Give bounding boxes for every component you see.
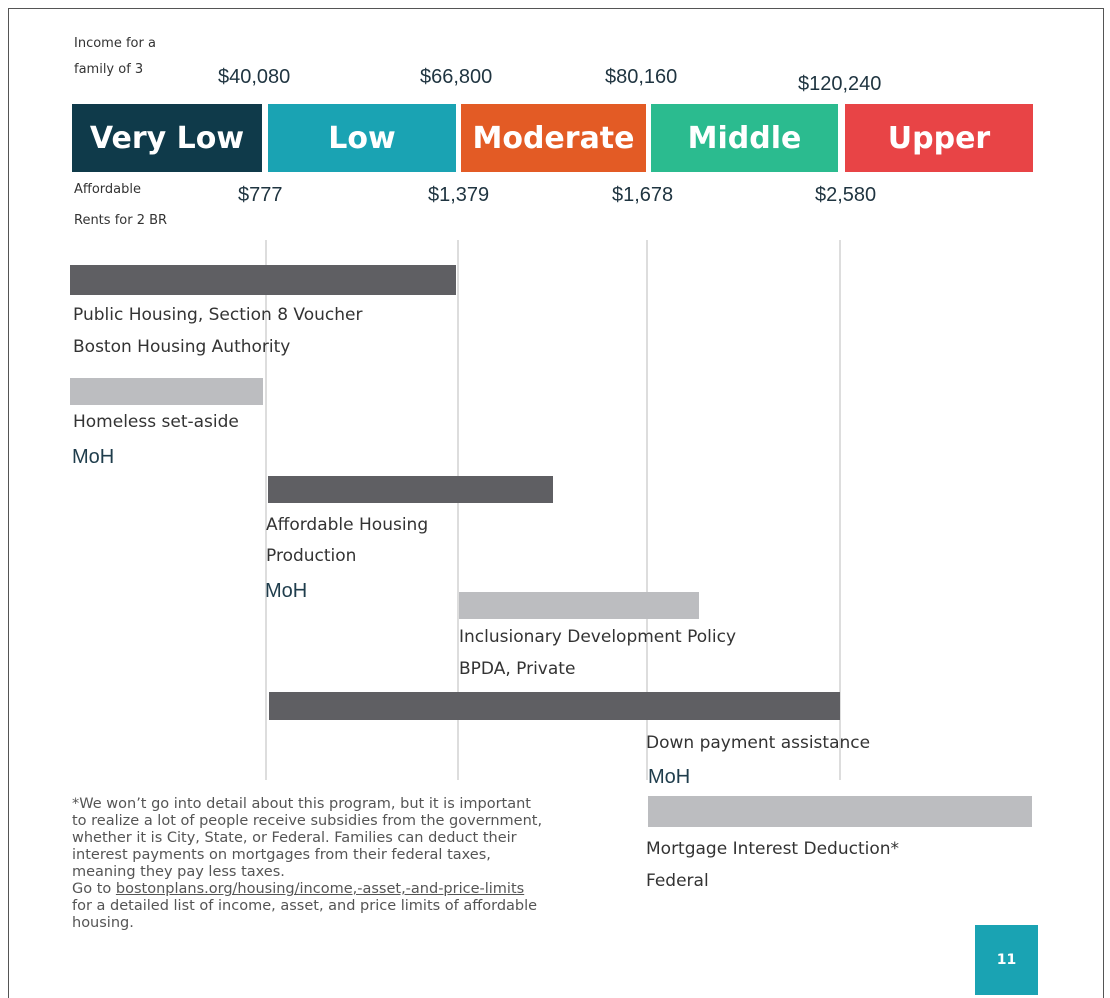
footnote-link[interactable]: bostonplans.org/housing/income,-asset,-a… (115, 881, 525, 897)
footnote: *We won’t go into detail about this prog… (72, 796, 542, 932)
band: Middle (651, 104, 838, 172)
footnote-line: *We won’t go into detail about this prog… (72, 796, 531, 812)
rent-label: Affordable (74, 182, 141, 197)
income-limit: $80,160 (605, 66, 678, 88)
band: Moderate (461, 104, 646, 172)
program-name: Affordable Housing (266, 515, 429, 535)
rent-limit: $1,379 (428, 184, 490, 206)
frame (8, 8, 1104, 998)
rent-limit: $2,580 (815, 184, 877, 206)
program-agency: MoH (72, 446, 115, 468)
divider (457, 240, 459, 780)
footnote-line: Go to bostonplans.org/housing/income,-as… (72, 881, 542, 898)
program-agency: MoH (648, 766, 691, 788)
program-name: Inclusionary Development Policy (459, 627, 737, 647)
program-bar (70, 378, 263, 405)
program-name: Public Housing, Section 8 Voucher (73, 305, 363, 325)
program-bar (648, 796, 1032, 827)
page-number: 11 (975, 925, 1038, 995)
band: Upper (845, 104, 1033, 172)
footnote-text: Go to (72, 881, 112, 897)
rent-label: Rents for 2 BR (74, 213, 168, 228)
footnote-line: interest payments on mortgages from thei… (72, 847, 491, 863)
band: Very Low (72, 104, 262, 172)
footnote-line: whether it is City, State, or Federal. F… (72, 830, 517, 846)
program-name: Mortgage Interest Deduction* (646, 839, 900, 859)
divider (646, 240, 648, 780)
program-agency: Boston Housing Authority (73, 337, 291, 357)
income-limit: $120,240 (798, 73, 882, 95)
program-agency: MoH (265, 580, 308, 602)
program-agency: Federal (646, 871, 709, 891)
program-bar (70, 265, 456, 295)
program-bar (269, 692, 840, 720)
divider (839, 240, 841, 780)
program-bar (268, 476, 553, 503)
footnote-line: for a detailed list of income, asset, an… (72, 898, 538, 914)
program-agency: BPDA, Private (459, 659, 576, 679)
income-label: Income for a (74, 36, 156, 51)
income-limit: $40,080 (218, 66, 291, 88)
income-limit: $66,800 (420, 66, 493, 88)
program-name: Homeless set-aside (73, 412, 239, 432)
income-label: family of 3 (74, 62, 144, 77)
footnote-line: housing. (72, 915, 134, 931)
footnote-line: meaning they pay less taxes. (72, 864, 285, 880)
footnote-line: to realize a lot of people receive subsi… (72, 813, 543, 829)
rent-limit: $1,678 (612, 184, 674, 206)
divider (265, 240, 267, 780)
program-name: Down payment assistance (646, 733, 871, 753)
rent-limit: $777 (238, 184, 283, 206)
band: Low (268, 104, 456, 172)
program-name: Production (266, 546, 357, 566)
program-bar (459, 592, 699, 619)
